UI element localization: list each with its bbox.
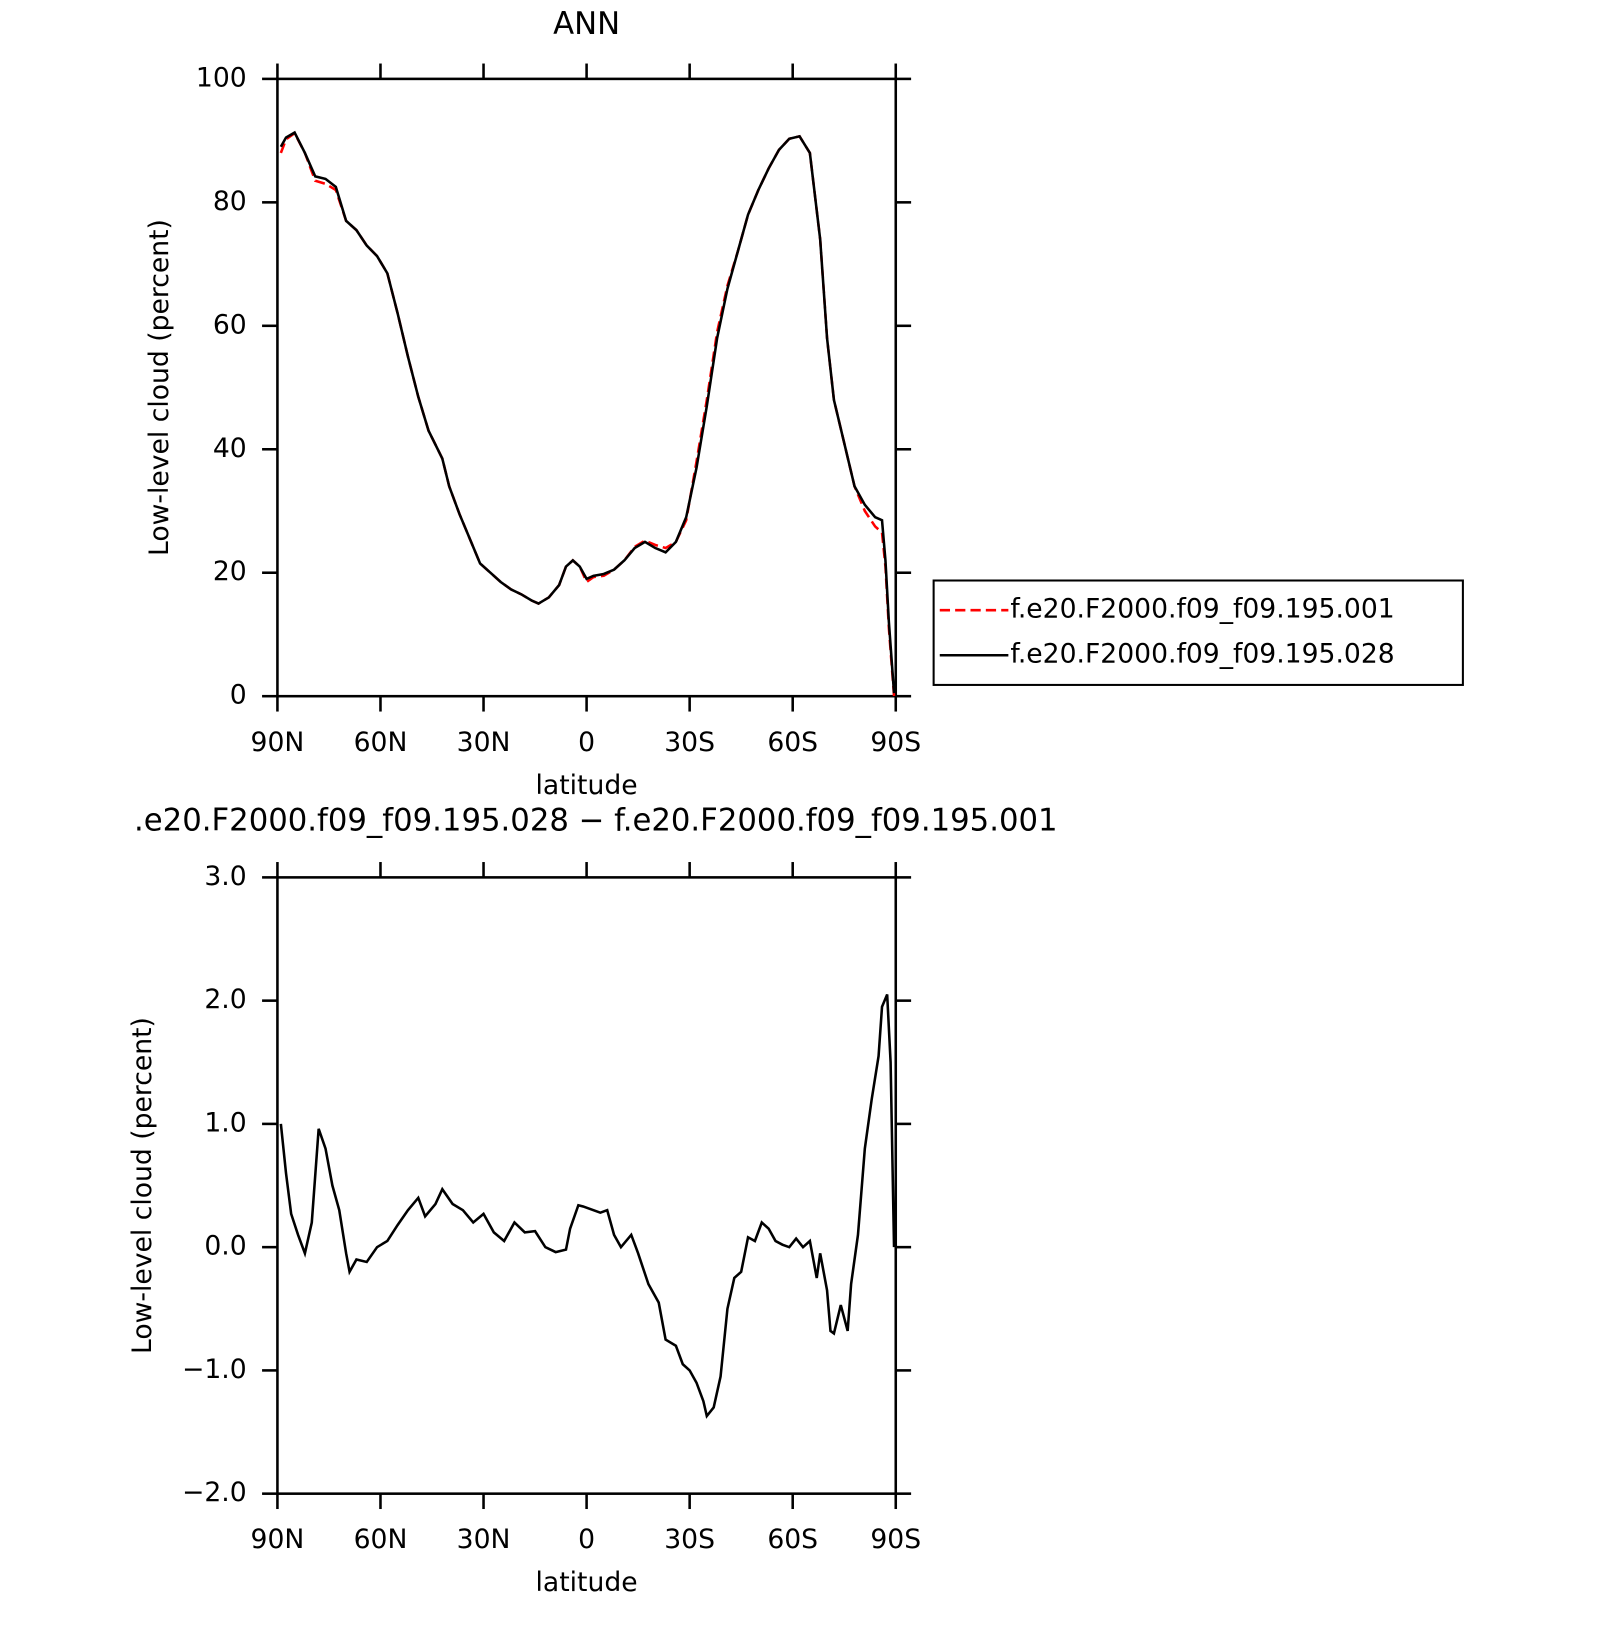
x-tick-label: 90S bbox=[870, 1524, 921, 1555]
series-line bbox=[279, 130, 896, 694]
x-tick-label: 90N bbox=[251, 727, 305, 758]
y-tick-label: 80 bbox=[213, 186, 247, 217]
y-tick-label: 1.0 bbox=[204, 1107, 246, 1138]
legend-label: f.e20.F2000.f09_f09.195.028 bbox=[1010, 639, 1394, 670]
x-tick-label: 0 bbox=[578, 727, 595, 758]
y-axis-label: Low-level cloud (percent) bbox=[144, 219, 175, 556]
y-tick-label: 100 bbox=[196, 62, 247, 93]
chart-title: ANN bbox=[553, 6, 620, 42]
x-axis-label: latitude bbox=[536, 1567, 638, 1598]
x-tick-label: 30N bbox=[457, 1524, 511, 1555]
y-tick-label: 3.0 bbox=[204, 861, 246, 892]
plot-frame bbox=[276, 77, 898, 698]
y-tick-label: −1.0 bbox=[182, 1354, 247, 1385]
y-axis-label: Low-level cloud (percent) bbox=[127, 1017, 158, 1354]
x-axis-label: latitude bbox=[536, 770, 638, 801]
chart-title: .e20.F2000.f09_f09.195.028 − f.e20.F2000… bbox=[134, 803, 1058, 839]
x-tick-label: 90N bbox=[251, 1524, 305, 1555]
x-tick-label: 30S bbox=[664, 1524, 715, 1555]
y-tick-label: −2.0 bbox=[182, 1477, 247, 1508]
legend-box bbox=[932, 579, 1464, 686]
y-tick-label: 40 bbox=[213, 433, 247, 464]
y-tick-label: 60 bbox=[213, 309, 247, 340]
y-tick-label: 2.0 bbox=[204, 984, 246, 1015]
x-tick-label: 30S bbox=[664, 727, 715, 758]
y-tick-label: 0 bbox=[230, 680, 247, 711]
x-tick-label: 90S bbox=[870, 727, 921, 758]
x-tick-label: 0 bbox=[578, 1524, 595, 1555]
series-line bbox=[279, 131, 896, 697]
legend-label: f.e20.F2000.f09_f09.195.001 bbox=[1010, 594, 1394, 625]
x-tick-label: 30N bbox=[457, 727, 511, 758]
x-tick-label: 60N bbox=[354, 727, 408, 758]
y-tick-label: 0.0 bbox=[204, 1231, 246, 1262]
x-tick-label: 60N bbox=[354, 1524, 408, 1555]
x-tick-label: 60S bbox=[767, 1524, 818, 1555]
y-tick-label: 20 bbox=[213, 556, 247, 587]
plot-frame bbox=[276, 876, 898, 1495]
series-line bbox=[279, 993, 896, 1419]
x-tick-label: 60S bbox=[767, 727, 818, 758]
